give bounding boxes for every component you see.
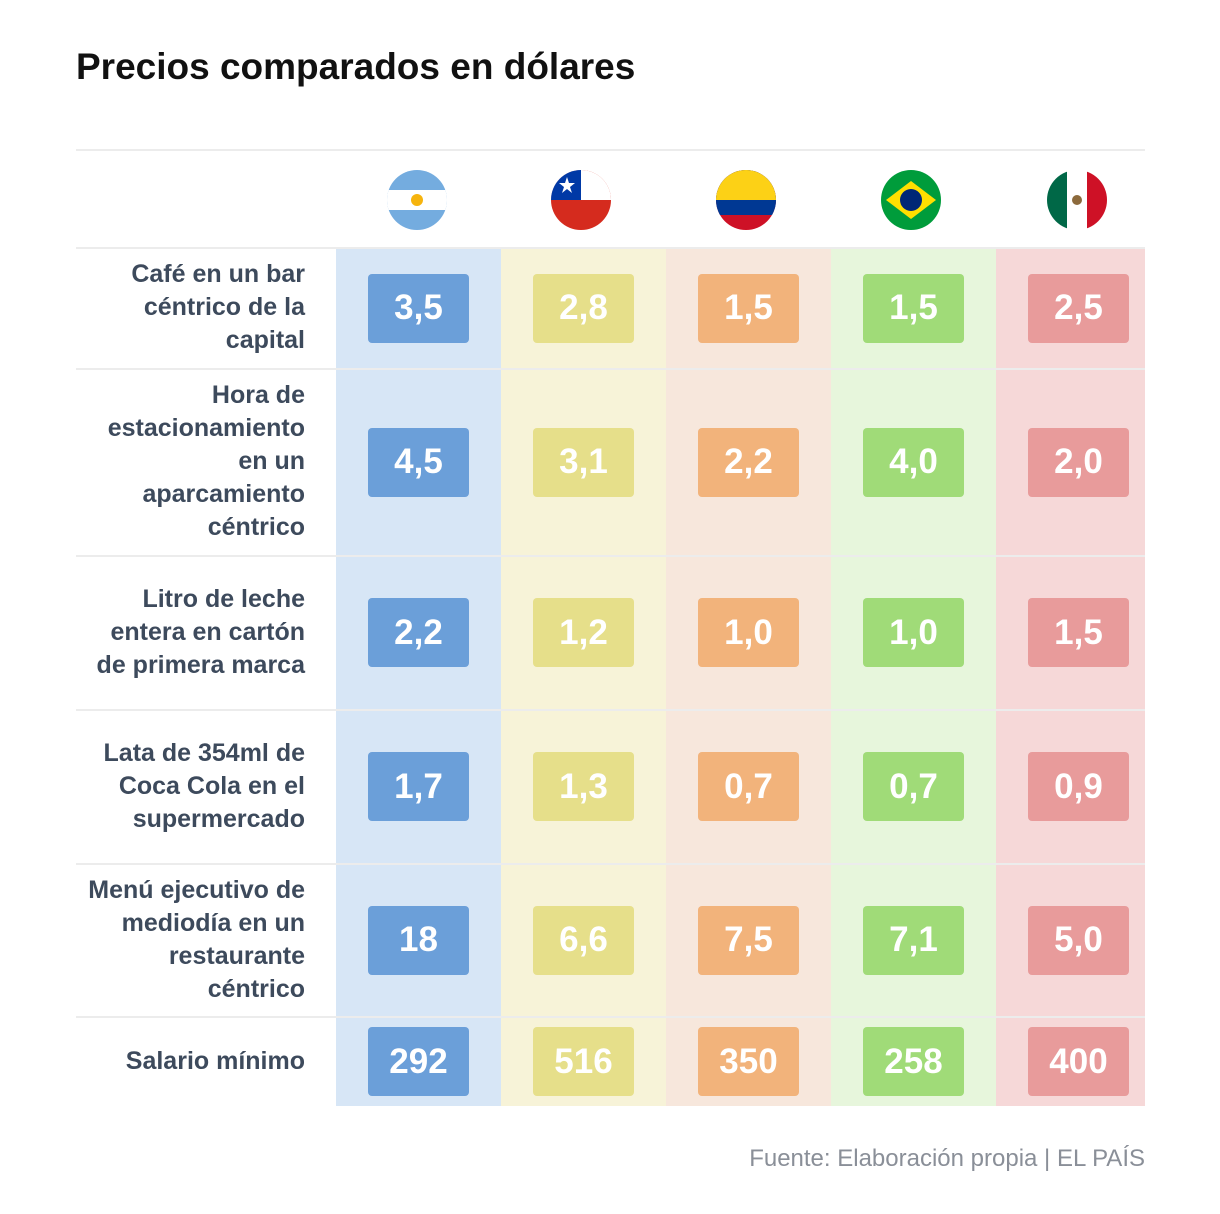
value-cell: 1,5 — [863, 273, 964, 343]
divider — [76, 149, 1145, 151]
row-label: Salario mínimo — [125, 1046, 305, 1075]
column-bg — [501, 247, 666, 1106]
value-cell: 400 — [1028, 1027, 1129, 1096]
column-bg — [996, 247, 1145, 1106]
value-cell: 1,2 — [533, 598, 634, 667]
value-cell: 516 — [533, 1027, 634, 1096]
flag-colombia — [716, 170, 776, 230]
value-cell: 1,0 — [863, 598, 964, 667]
flag-mexico — [1047, 170, 1107, 230]
value-cell: 1,5 — [1028, 598, 1129, 667]
row-label: Lata de 354ml de Coca Cola en el superme… — [103, 738, 305, 833]
title: Precios comparados en dólares — [76, 46, 636, 87]
value-cell: 292 — [368, 1027, 469, 1096]
row-label: Hora de estacionamiento en un aparcamien… — [107, 381, 305, 541]
value-cell: 2,2 — [368, 598, 469, 667]
row-divider — [76, 709, 1145, 711]
value-cell: 3,1 — [533, 427, 634, 497]
value-cell: 6,6 — [533, 905, 634, 975]
flag-chile — [551, 170, 611, 230]
row-label: Menú ejecutivo de mediodía en un restaur… — [88, 875, 305, 1003]
value-cell: 1,7 — [368, 752, 469, 821]
value-cell: 4,5 — [368, 427, 469, 497]
value-cell: 2,0 — [1028, 427, 1129, 497]
value-cell: 0,9 — [1028, 752, 1129, 821]
value-cell: 18 — [368, 905, 469, 975]
value-cell: 0,7 — [863, 752, 964, 821]
value-cell: 1,0 — [698, 598, 799, 667]
row-label: Café en un bar céntrico de la capital — [131, 260, 305, 354]
column-bg — [336, 247, 501, 1106]
value-cell: 3,5 — [368, 273, 469, 343]
value-cell: 7,5 — [698, 905, 799, 975]
row-divider — [76, 1016, 1145, 1018]
row-divider — [76, 368, 1145, 370]
value-cell: 2,2 — [698, 427, 799, 497]
row-label: Litro de leche entera en cartón de prime… — [96, 584, 305, 679]
flag-argentina — [387, 170, 447, 230]
column-bg — [666, 247, 831, 1106]
value-cell: 258 — [863, 1027, 964, 1096]
flag-brazil — [881, 170, 941, 230]
row-divider — [76, 555, 1145, 557]
value-cell: 2,8 — [533, 273, 634, 343]
source: Fuente: Elaboración propia | EL PAÍS — [749, 1145, 1145, 1172]
value-cell: 5,0 — [1028, 905, 1129, 975]
value-cell: 4,0 — [863, 427, 964, 497]
row-divider — [76, 863, 1145, 865]
value-cell: 350 — [698, 1027, 799, 1096]
value-cell: 1,3 — [533, 752, 634, 821]
column-bg — [831, 247, 996, 1106]
row-divider — [76, 247, 1145, 249]
value-cell: 7,1 — [863, 905, 964, 975]
value-cell: 2,5 — [1028, 273, 1129, 343]
value-cell: 0,7 — [698, 752, 799, 821]
value-cell: 1,5 — [698, 273, 799, 343]
